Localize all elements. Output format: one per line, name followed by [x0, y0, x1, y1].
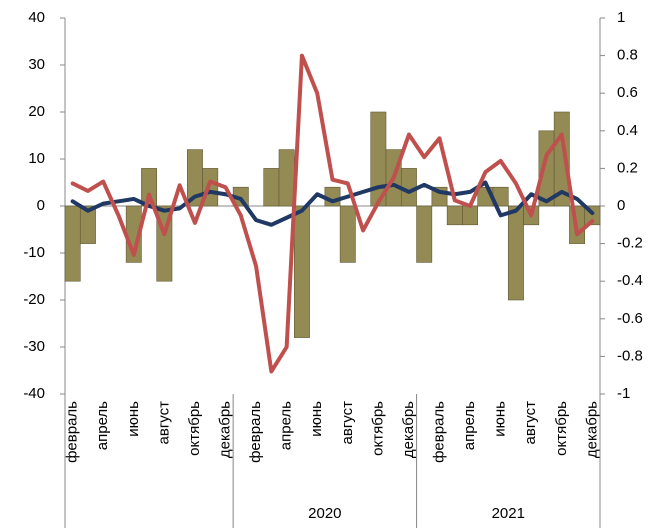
y-tick-label: -40 [23, 385, 45, 402]
line [70, 180, 595, 227]
y2-tick-label: -0.4 [617, 272, 643, 289]
bar [339, 205, 356, 263]
y2-tick-label: 0.6 [617, 84, 638, 101]
y2-tick-label: 1 [617, 9, 625, 26]
x-tick-label: октябрь [186, 401, 203, 456]
x-tick-label: июнь [308, 401, 325, 437]
bar [416, 205, 433, 263]
x-tick-label: октябрь [369, 401, 386, 456]
y-tick-label: 40 [28, 9, 45, 26]
x-tick-label: август [522, 401, 539, 445]
year-label: 2020 [308, 505, 341, 522]
bar [446, 205, 463, 226]
year-label: 2021 [492, 505, 525, 522]
x-tick-label: апрель [94, 401, 111, 450]
y-tick-label: -10 [23, 244, 45, 261]
y2-tick-label: -0.6 [617, 310, 643, 327]
x-tick-label: декабрь [583, 401, 600, 458]
bar [263, 168, 280, 207]
line [70, 53, 595, 374]
x-tick-label: февраль [247, 401, 264, 463]
x-tick-label: август [155, 401, 172, 445]
x-tick-label: декабрь [400, 401, 417, 458]
bar [400, 168, 417, 207]
bar [278, 149, 295, 207]
x-tick-label: октябрь [553, 401, 570, 456]
y-tick-label: -30 [23, 338, 45, 355]
y2-tick-label: 0.4 [617, 122, 638, 139]
x-tick-label: июнь [125, 401, 142, 437]
x-tick-label: февраль [430, 401, 447, 463]
bar [293, 205, 310, 338]
bar [553, 111, 570, 207]
x-tick-label: февраль [64, 401, 81, 463]
y-tick-label: 10 [28, 150, 45, 167]
x-tick-label: апрель [278, 401, 295, 450]
y2-tick-label: -0.2 [617, 235, 643, 252]
y2-tick-label: -0.8 [617, 347, 643, 364]
y-tick-label: 20 [28, 103, 45, 120]
y2-tick-label: 0.2 [617, 159, 638, 176]
y2-tick-label: -1 [617, 385, 630, 402]
bar [64, 205, 81, 282]
x-tick-label: апрель [461, 401, 478, 450]
y-tick-label: 30 [28, 56, 45, 73]
bar [462, 205, 479, 226]
bar [507, 205, 524, 301]
y2-tick-label: 0.8 [617, 47, 638, 64]
x-tick-label: август [339, 401, 356, 445]
bar [79, 205, 96, 244]
y-tick-label: -20 [23, 291, 45, 308]
y-tick-label: 0 [37, 197, 45, 214]
x-tick-label: декабрь [216, 401, 233, 458]
y2-tick-label: 0 [617, 197, 625, 214]
x-tick-label: июнь [492, 401, 509, 437]
